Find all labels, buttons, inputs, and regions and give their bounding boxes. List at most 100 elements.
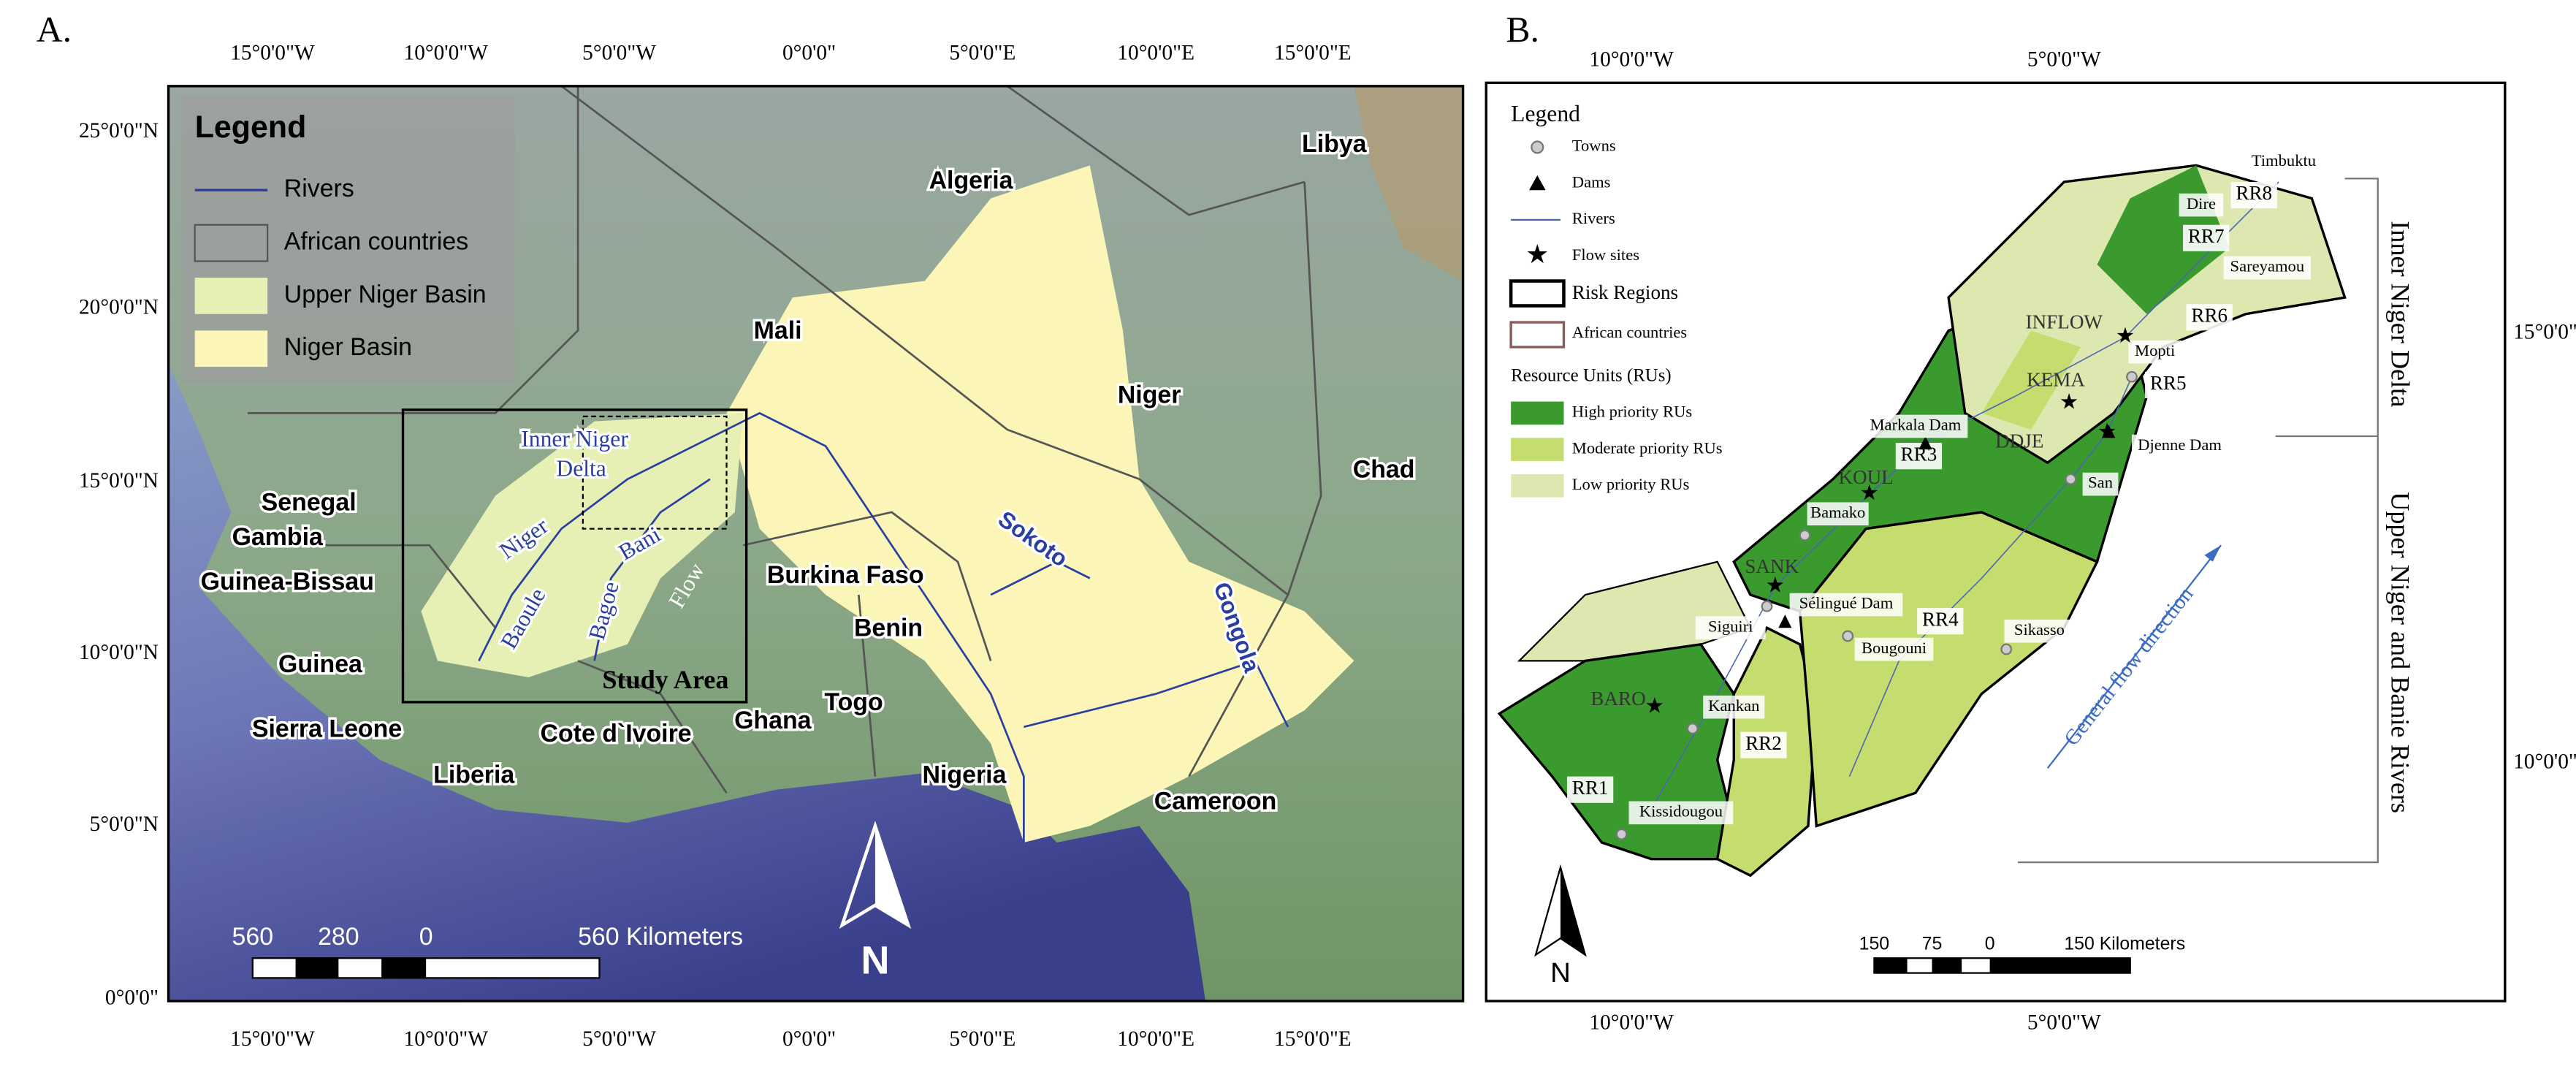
legend-title: Legend — [1511, 101, 1580, 126]
country-label: Algeria — [929, 167, 1014, 194]
legend-b-symbols — [1509, 140, 1566, 498]
flow-site-label: DDJE — [1995, 430, 2043, 452]
country-label: Niger — [1118, 381, 1181, 409]
town-label-box — [2128, 340, 2181, 364]
legend-item: Risk Regions — [1572, 281, 1678, 303]
borders — [248, 85, 1322, 794]
flow-site-label: SANK — [1745, 555, 1799, 577]
town-label: Kissidougou — [1639, 802, 1723, 821]
dam-marker — [2102, 425, 2116, 438]
dam-label: Djenne Dam — [2138, 435, 2222, 454]
dam-label: Markala Dam — [1870, 416, 1961, 434]
rr-label-box — [2145, 371, 2192, 399]
legend-swatch — [194, 278, 268, 314]
rivers — [478, 411, 1289, 843]
lon-tick-label: 10°0'0"E — [1117, 42, 1194, 65]
dam-label-box — [1863, 414, 1968, 438]
labels: A. 15°0'0"W 15°0'0"W 10°0'0"W 10°0'0"W 5°0'0"… — [37, 9, 2576, 1051]
dam-marker — [1778, 615, 1792, 628]
study-area-box — [401, 408, 748, 704]
town-dot — [2126, 370, 2138, 383]
map-b — [1485, 81, 2507, 1003]
risk-region-label: RR7 — [2188, 225, 2225, 247]
legend-item: High priority RUs — [1572, 403, 1692, 421]
lat-tick-label: 15°0'0"N — [79, 469, 159, 492]
lon-tick-label: 5°0'0"W — [2027, 48, 2101, 72]
dam-label-box — [1789, 593, 1903, 617]
town-label-box — [2223, 256, 2312, 280]
scale-label: 280 — [318, 923, 359, 951]
north-label: N — [1550, 957, 1571, 989]
risk-region-label: RR4 — [1922, 608, 1959, 630]
scale-label: 560 — [232, 923, 274, 951]
town-label: San — [2088, 473, 2113, 492]
lat-tick-label: 15°0'0"N — [2513, 321, 2576, 344]
country-label: Benin — [854, 614, 923, 642]
flow-site-marker: ★ — [2097, 419, 2116, 444]
rr-label-box — [1566, 776, 1614, 803]
lon-tick-label: 15°0'0"W — [230, 1027, 315, 1051]
lon-tick-label: 10°0'0"W — [1589, 48, 1674, 72]
country-label: Cameroon — [1154, 788, 1277, 815]
rr-label-box — [2230, 181, 2277, 209]
lon-tick-label: 5°0'0"W — [582, 42, 656, 65]
north-arrow — [874, 826, 909, 926]
zone-label: Upper Niger and Banie Rivers — [2386, 492, 2415, 813]
scale-label: 150 Kilometers — [2064, 934, 2185, 954]
north-label: N — [861, 938, 889, 982]
legend-item: Rivers — [1572, 209, 1615, 227]
town-label: Dire — [2187, 194, 2216, 213]
ru-moderate — [1981, 330, 2081, 430]
inner-delta-box — [582, 415, 728, 530]
lat-tick-label: 10°0'0"N — [79, 641, 159, 664]
risk-region-label: RR8 — [2236, 182, 2272, 204]
zone-brackets — [2018, 178, 2379, 864]
flow-site-marker: ★ — [1859, 481, 1878, 505]
town-label: Bamako — [1810, 503, 1865, 521]
risk-region-label: RR1 — [1572, 777, 1609, 799]
flow-site-label: BARO — [1590, 688, 1645, 710]
country-label: Liberia — [433, 761, 515, 789]
lon-tick-label: 0°0'0" — [782, 42, 836, 65]
feature-label: Inner Niger — [521, 426, 628, 452]
country-label: Burkina Faso — [767, 561, 924, 589]
rr-label-box — [2183, 224, 2230, 251]
town-label-box — [2004, 619, 2075, 643]
frame-a — [167, 85, 1465, 1003]
panel-label: B. — [1506, 9, 1539, 50]
lat-tick-label: 0°0'0" — [105, 986, 159, 1010]
town-label: Kankan — [1708, 696, 1759, 715]
legend-item: Dams — [1572, 172, 1611, 191]
scale-bar — [251, 957, 601, 979]
niger-basin — [726, 165, 1354, 843]
risk-region-label: RR5 — [2150, 372, 2187, 394]
lon-tick-label: 15°0'0"W — [230, 42, 315, 65]
town-label-box — [2179, 193, 2224, 217]
town-dot — [2065, 473, 2077, 485]
lat-tick-label: 10°0'0"N — [2513, 750, 2576, 773]
lon-tick-label: 0°0'0" — [782, 1027, 836, 1051]
legend-item: Rivers — [284, 175, 354, 202]
town-label: Sareyamou — [2230, 257, 2305, 275]
risk-region-label: RR6 — [2191, 304, 2228, 326]
flow-site-label: KOUL — [1838, 466, 1893, 488]
legend-item: Towns — [1572, 137, 1616, 155]
flow-site-marker: ★ — [1645, 693, 1664, 718]
lon-tick-label: 10°0'0"W — [404, 1027, 489, 1051]
legend-subtitle: Resource Units (RUs) — [1511, 365, 1672, 385]
country-label: Senegal — [262, 489, 357, 517]
country-label: Guinea — [278, 650, 363, 678]
lat-tick-label: 25°0'0"N — [79, 119, 159, 142]
town-label-box — [1695, 616, 1766, 640]
dam-label-box — [2131, 434, 2228, 458]
dam-marker — [1918, 436, 1932, 450]
panel-label: A. — [37, 9, 72, 50]
legend-title: Legend — [195, 110, 307, 145]
rr-label-box — [2186, 304, 2233, 331]
lat-tick-label: 5°0'0"N — [90, 813, 159, 836]
lon-tick-label: 15°0'0"E — [1274, 42, 1352, 65]
legend-item: Low priority RUs — [1572, 475, 1690, 493]
country-label: Guinea-Bissau — [201, 568, 374, 596]
feature-label: Delta — [556, 456, 606, 482]
